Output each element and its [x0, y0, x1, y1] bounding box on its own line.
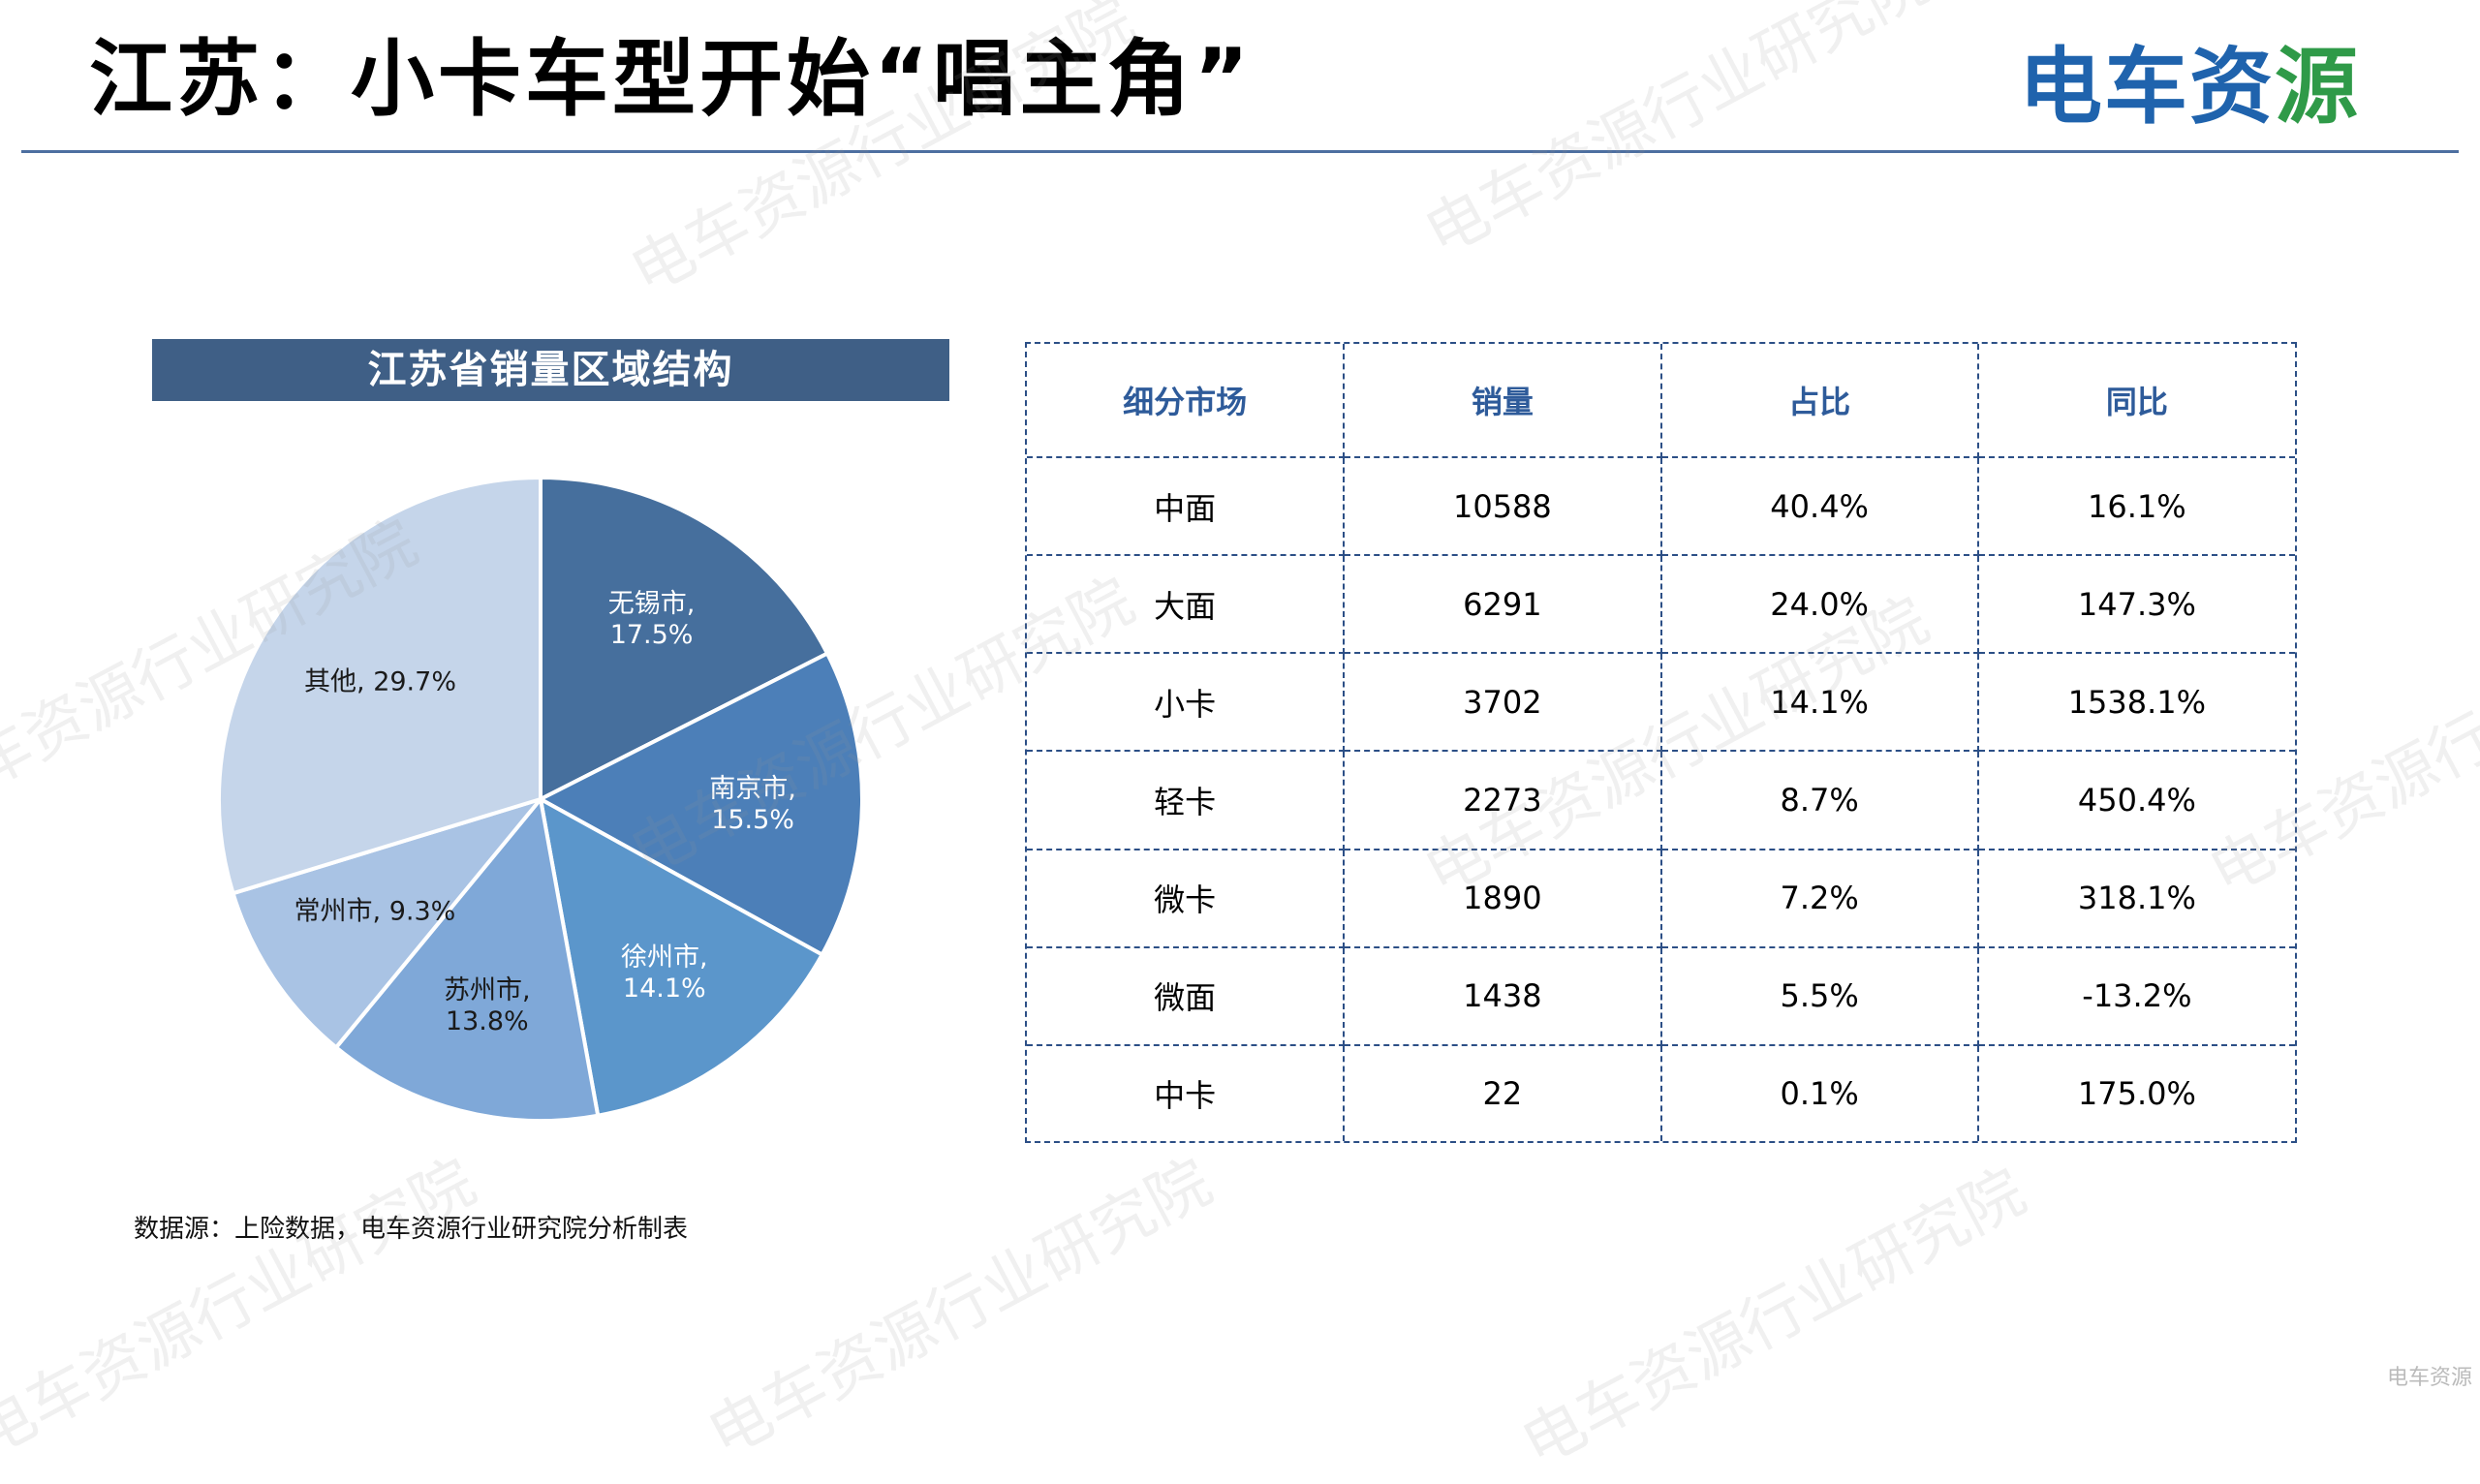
pie-slice-label: 常州市, 9.3%	[294, 896, 456, 926]
pie-slices-group	[217, 475, 864, 1123]
cell-yoy: 1538.1%	[1976, 652, 2295, 753]
watermark: 电车资源行业研究院	[0, 1146, 487, 1472]
cell-yoy: 450.4%	[1976, 750, 2295, 850]
pie-slice	[536, 650, 864, 958]
cell-share: 24.0%	[1659, 554, 1979, 655]
header-sales: 销量	[1343, 344, 1662, 458]
table-row: 轻卡 2273 8.7% 450.4%	[1027, 750, 2295, 850]
cell-sales: 10588	[1343, 457, 1662, 557]
brand-logo: 电车资源	[2005, 25, 2373, 136]
segment-table-container: 细分市场 销量 占比 同比 中面 10588 40.4% 16.1% 大面 62…	[1025, 342, 2297, 1143]
header-segment: 细分市场	[1027, 344, 1346, 458]
table-row: 微面 1438 5.5% -13.2%	[1027, 945, 2295, 1046]
table-row: 小卡 3702 14.1% 1538.1%	[1027, 652, 2295, 753]
cell-yoy: 318.1%	[1976, 848, 2295, 948]
watermark: 电车资源行业研究院	[1413, 0, 1940, 271]
pie-slice-label: 无锡市, 17.5%	[608, 589, 696, 650]
header-share: 占比	[1659, 344, 1979, 458]
cell-yoy: 147.3%	[1976, 554, 2295, 655]
cell-sales: 6291	[1343, 554, 1662, 655]
segment-table: 细分市场 销量 占比 同比 中面 10588 40.4% 16.1% 大面 62…	[1027, 344, 2295, 1141]
cell-segment: 中面	[1027, 457, 1346, 557]
logo-text-main: 电车资	[2019, 38, 2275, 136]
pie-slice-label: 其他, 29.7%	[304, 667, 456, 697]
header-yoy: 同比	[1976, 344, 2295, 458]
page-title: 江苏：小卡车型开始“唱主角”	[89, 31, 1254, 128]
cell-sales: 2273	[1343, 750, 1662, 850]
cell-share: 5.5%	[1659, 945, 1979, 1046]
watermark: 电车资源行业研究院	[1510, 1156, 2037, 1482]
table-row: 中面 10588 40.4% 16.1%	[1027, 457, 2295, 557]
pie-slice	[539, 475, 830, 803]
cell-segment: 轻卡	[1027, 750, 1346, 850]
cell-share: 8.7%	[1659, 750, 1979, 850]
cell-yoy: -13.2%	[1976, 945, 2295, 1046]
cell-yoy: 175.0%	[1976, 1043, 2295, 1141]
pie-slice	[217, 475, 542, 896]
cell-share: 14.1%	[1659, 652, 1979, 753]
chart-title: 江苏省销量区域结构	[152, 339, 949, 401]
pie-slice-label: 苏州市, 13.8%	[444, 975, 531, 1036]
corner-watermark: 电车资源	[2386, 1366, 2472, 1390]
title-divider	[21, 150, 2459, 153]
cell-yoy: 16.1%	[1976, 457, 2295, 557]
pie-slice-label: 南京市, 15.5%	[709, 774, 796, 835]
cell-share: 7.2%	[1659, 848, 1979, 948]
pie-slice	[333, 794, 601, 1123]
cell-share: 0.1%	[1659, 1043, 1979, 1141]
pie-slice	[538, 795, 825, 1119]
pie-slice-label: 徐州市, 14.1%	[621, 943, 708, 1004]
table-row: 大面 6291 24.0% 147.3%	[1027, 554, 2295, 655]
cell-share: 40.4%	[1659, 457, 1979, 557]
cell-segment: 微卡	[1027, 848, 1346, 948]
pie-chart: 无锡市, 17.5% 南京市, 15.5% 徐州市, 14.1% 苏州市, 13.8% 常州市,…	[217, 475, 864, 1123]
cell-segment: 大面	[1027, 554, 1346, 655]
cell-sales: 1438	[1343, 945, 1662, 1046]
watermark: 电车资源行业研究院	[697, 1146, 1224, 1472]
pie-labels-group: 无锡市, 17.5% 南京市, 15.5% 徐州市, 14.1% 苏州市, 13.8% 常州市,…	[294, 589, 796, 1036]
table-row: 微卡 1890 7.2% 318.1%	[1027, 848, 2295, 948]
cell-sales: 1890	[1343, 848, 1662, 948]
cell-sales: 22	[1343, 1043, 1662, 1141]
pie-slice	[231, 795, 546, 1051]
cell-segment: 小卡	[1027, 652, 1346, 753]
cell-segment: 中卡	[1027, 1043, 1346, 1141]
cell-sales: 3702	[1343, 652, 1662, 753]
cell-segment: 微面	[1027, 945, 1346, 1046]
table-row: 中卡 22 0.1% 175.0%	[1027, 1043, 2295, 1141]
logo-text-accent: 源	[2275, 38, 2360, 136]
data-source-note: 数据源：上险数据，电车资源行业研究院分析制表	[134, 1215, 689, 1244]
table-header-row: 细分市场 销量 占比 同比	[1027, 344, 2295, 458]
